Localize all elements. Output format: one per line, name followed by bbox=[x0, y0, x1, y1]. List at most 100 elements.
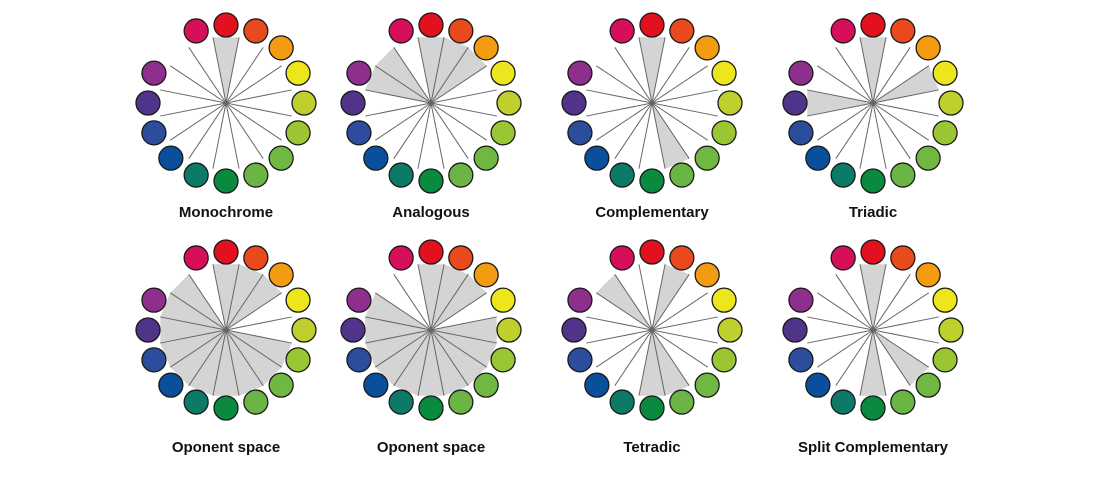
color-swatch bbox=[448, 389, 474, 415]
wheel-spoke bbox=[365, 316, 432, 331]
wheel-spoke bbox=[596, 65, 653, 104]
color-swatch bbox=[669, 389, 695, 415]
color-swatch bbox=[141, 287, 167, 313]
highlighted-wedge bbox=[638, 330, 666, 396]
color-swatch bbox=[490, 120, 516, 146]
wheel-spoke bbox=[393, 329, 432, 386]
color-swatch bbox=[388, 245, 414, 271]
color-swatch bbox=[496, 90, 522, 116]
wheel-spoke bbox=[651, 329, 666, 396]
color-swatch bbox=[473, 35, 499, 61]
color-swatch bbox=[473, 145, 499, 171]
color-swatch bbox=[183, 245, 209, 271]
wheel-spoke bbox=[651, 329, 708, 368]
wheel-spoke bbox=[225, 329, 264, 386]
color-swatch bbox=[418, 12, 444, 38]
wheel-spoke bbox=[170, 102, 227, 141]
wheel-spoke bbox=[225, 264, 240, 331]
highlighted-wedge bbox=[365, 292, 431, 330]
wheel-spoke bbox=[188, 274, 227, 331]
wheel-spoke bbox=[872, 89, 939, 104]
color-swatch bbox=[694, 372, 720, 398]
wheel-spoke bbox=[835, 47, 874, 104]
wheel-spoke bbox=[651, 102, 666, 169]
wheel-spoke bbox=[375, 329, 432, 368]
highlighted-wedge bbox=[638, 37, 666, 104]
wheel-spoke bbox=[430, 102, 497, 117]
color-swatch bbox=[243, 245, 269, 271]
wheel-spoke bbox=[430, 329, 497, 344]
wheel-spoke bbox=[225, 65, 282, 104]
wheel-spoke bbox=[225, 102, 282, 141]
color-wheel bbox=[340, 239, 522, 421]
highlighted-wedge bbox=[431, 330, 487, 386]
wheel-spoke bbox=[859, 37, 874, 104]
highlighted-wedge bbox=[431, 316, 497, 344]
wheel-spoke bbox=[417, 37, 432, 104]
wheel-spoke bbox=[586, 102, 653, 117]
color-wheel bbox=[561, 12, 743, 194]
color-swatch bbox=[932, 287, 958, 313]
wheel-spoke bbox=[430, 264, 445, 331]
color-swatch bbox=[183, 18, 209, 44]
color-swatch bbox=[830, 162, 856, 188]
color-swatch bbox=[363, 145, 389, 171]
highlighted-wedge bbox=[652, 330, 690, 396]
color-swatch bbox=[788, 60, 814, 86]
color-swatch bbox=[490, 287, 516, 313]
highlighted-wedge bbox=[226, 264, 264, 330]
color-wheel bbox=[782, 12, 964, 194]
highlighted-wedge bbox=[365, 65, 431, 103]
wheel-spoke bbox=[430, 329, 445, 396]
color-swatch bbox=[183, 162, 209, 188]
wheel-spoke bbox=[160, 316, 227, 331]
color-swatch bbox=[243, 18, 269, 44]
wheel-spoke bbox=[817, 102, 874, 141]
color-swatch bbox=[711, 120, 737, 146]
wheel-spoke bbox=[430, 102, 487, 141]
color-swatch bbox=[890, 245, 916, 271]
color-swatch bbox=[788, 347, 814, 373]
color-wheel bbox=[135, 12, 317, 194]
color-swatch bbox=[448, 162, 474, 188]
color-swatch bbox=[860, 239, 886, 265]
wheel-spoke bbox=[160, 329, 227, 344]
wheel-spoke bbox=[225, 329, 240, 396]
color-swatch bbox=[418, 395, 444, 421]
highlighted-wedge bbox=[365, 316, 431, 344]
wheel-spoke bbox=[430, 37, 445, 104]
color-swatch bbox=[639, 12, 665, 38]
highlighted-wedge bbox=[873, 65, 939, 103]
wheel-spoke bbox=[365, 89, 432, 104]
highlighted-wedge bbox=[431, 37, 469, 104]
wheel-spoke bbox=[225, 102, 264, 159]
color-swatch bbox=[860, 395, 886, 421]
wheel-spoke bbox=[212, 264, 227, 331]
highlighted-wedge bbox=[431, 330, 469, 396]
color-swatch bbox=[782, 90, 808, 116]
wheel-spoke bbox=[375, 102, 432, 141]
color-swatch bbox=[490, 60, 516, 86]
color-swatch bbox=[340, 90, 366, 116]
color-swatch bbox=[932, 60, 958, 86]
highlighted-wedge bbox=[417, 264, 445, 330]
wheel-spoke bbox=[430, 274, 469, 331]
wheel-spoke bbox=[430, 329, 469, 386]
wheel-spoke bbox=[225, 89, 292, 104]
color-swatch bbox=[915, 372, 941, 398]
color-swatch bbox=[669, 245, 695, 271]
wheel-spoke bbox=[417, 329, 432, 396]
wheel-spoke bbox=[817, 329, 874, 368]
highlighted-wedge bbox=[431, 264, 469, 330]
color-swatch bbox=[158, 145, 184, 171]
highlighted-wedge bbox=[226, 330, 292, 368]
wheel-spoke bbox=[212, 329, 227, 396]
wheel-spoke bbox=[807, 316, 874, 331]
wheel-spoke bbox=[225, 316, 292, 331]
color-swatch bbox=[268, 372, 294, 398]
color-swatch bbox=[340, 317, 366, 343]
wheel-spoke bbox=[225, 102, 292, 117]
highlighted-wedge bbox=[596, 274, 652, 330]
color-swatch bbox=[711, 287, 737, 313]
